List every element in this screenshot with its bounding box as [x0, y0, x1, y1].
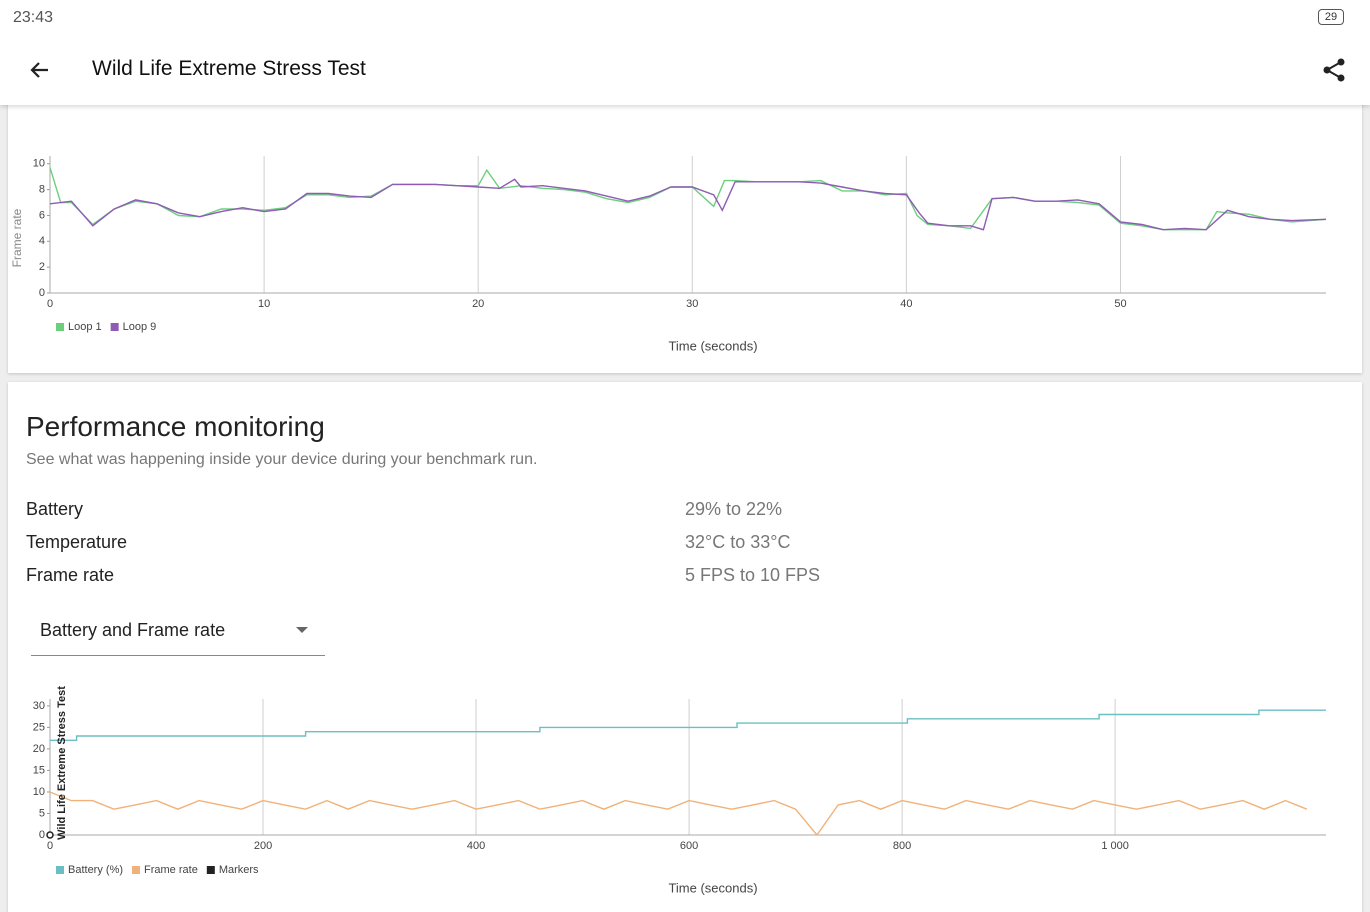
dropdown-arrow [296, 627, 308, 633]
y-axis-title: Wild Life Extreme Stress Test [56, 686, 68, 840]
row-label: Frame rate [26, 565, 115, 585]
series-line [49, 178, 1327, 231]
legend-swatch [56, 866, 64, 874]
series-line [49, 791, 1308, 837]
x-tick-label: 10 [258, 298, 270, 310]
y-tick-label: 8 [39, 184, 45, 196]
share-button[interactable] [1322, 57, 1348, 83]
y-axis-title: Frame rate [10, 208, 24, 267]
series-line [49, 167, 1327, 231]
y-tick-label: 6 [39, 209, 45, 221]
row-label: Battery [26, 499, 84, 519]
x-tick-label: 20 [472, 298, 484, 310]
row-value: 5 FPS to 10 FPS [685, 565, 821, 585]
y-tick-label: 15 [33, 764, 45, 776]
y-tick-label: 10 [33, 786, 45, 798]
legend-label: Loop 1 [68, 321, 102, 333]
x-tick-label: 0 [47, 840, 53, 852]
x-tick-label: 30 [686, 298, 698, 310]
x-tick-label: 800 [893, 840, 911, 852]
x-tick-label: 1 000 [1101, 840, 1129, 852]
row-value: 29% to 22% [685, 499, 783, 519]
app-bar: 23:43 29 Wild Life Extreme Stress Test [0, 0, 1370, 105]
series-line [50, 709, 1326, 741]
section-title: Performance monitoring [26, 411, 325, 442]
page-title: Wild Life Extreme Stress Test [92, 57, 366, 80]
x-tick-label: 600 [680, 840, 698, 852]
legend-label: Loop 9 [123, 321, 157, 333]
y-tick-label: 5 [39, 807, 45, 819]
section-subtitle: See what was happening inside your devic… [26, 451, 538, 468]
y-tick-label: 10 [33, 158, 45, 170]
back-button[interactable] [28, 58, 52, 82]
x-tick-label: 200 [254, 840, 272, 852]
x-tick-label: 40 [900, 298, 912, 310]
y-tick-label: 0 [39, 829, 45, 841]
legend-swatch [132, 866, 141, 874]
performance-card: Performance monitoring See what was happ… [8, 382, 1362, 912]
legend-label: Markers [219, 864, 259, 876]
legend-swatch [56, 323, 64, 331]
dropdown-text: Battery and Frame rate [40, 620, 226, 640]
row-value: 32°C to 33°C [685, 532, 791, 552]
status-time: 23:43 [13, 9, 54, 26]
row-label: Temperature [26, 532, 128, 552]
y-tick-label: 30 [33, 700, 45, 712]
legend-label: Battery (%) [68, 864, 123, 876]
battery-indicator: 29 [1318, 9, 1344, 25]
x-axis-title: Time (seconds) [668, 880, 757, 895]
y-tick-label: 20 [33, 743, 45, 755]
x-axis-title: Time (seconds) [668, 338, 757, 353]
x-tick-label: 50 [1114, 298, 1126, 310]
y-tick-label: 0 [39, 287, 45, 299]
y-tick-label: 4 [39, 235, 45, 247]
y-tick-label: 25 [33, 721, 45, 733]
x-tick-label: 400 [467, 840, 485, 852]
chart-dropdown[interactable]: Battery and Frame rate [31, 606, 325, 656]
legend-swatch [110, 323, 119, 331]
loop-card [8, 100, 1362, 373]
legend-label: Frame rate [144, 864, 198, 876]
legend-swatch [206, 866, 215, 874]
marker [46, 831, 54, 839]
y-tick-label: 2 [39, 261, 45, 273]
x-tick-label: 0 [47, 298, 53, 310]
